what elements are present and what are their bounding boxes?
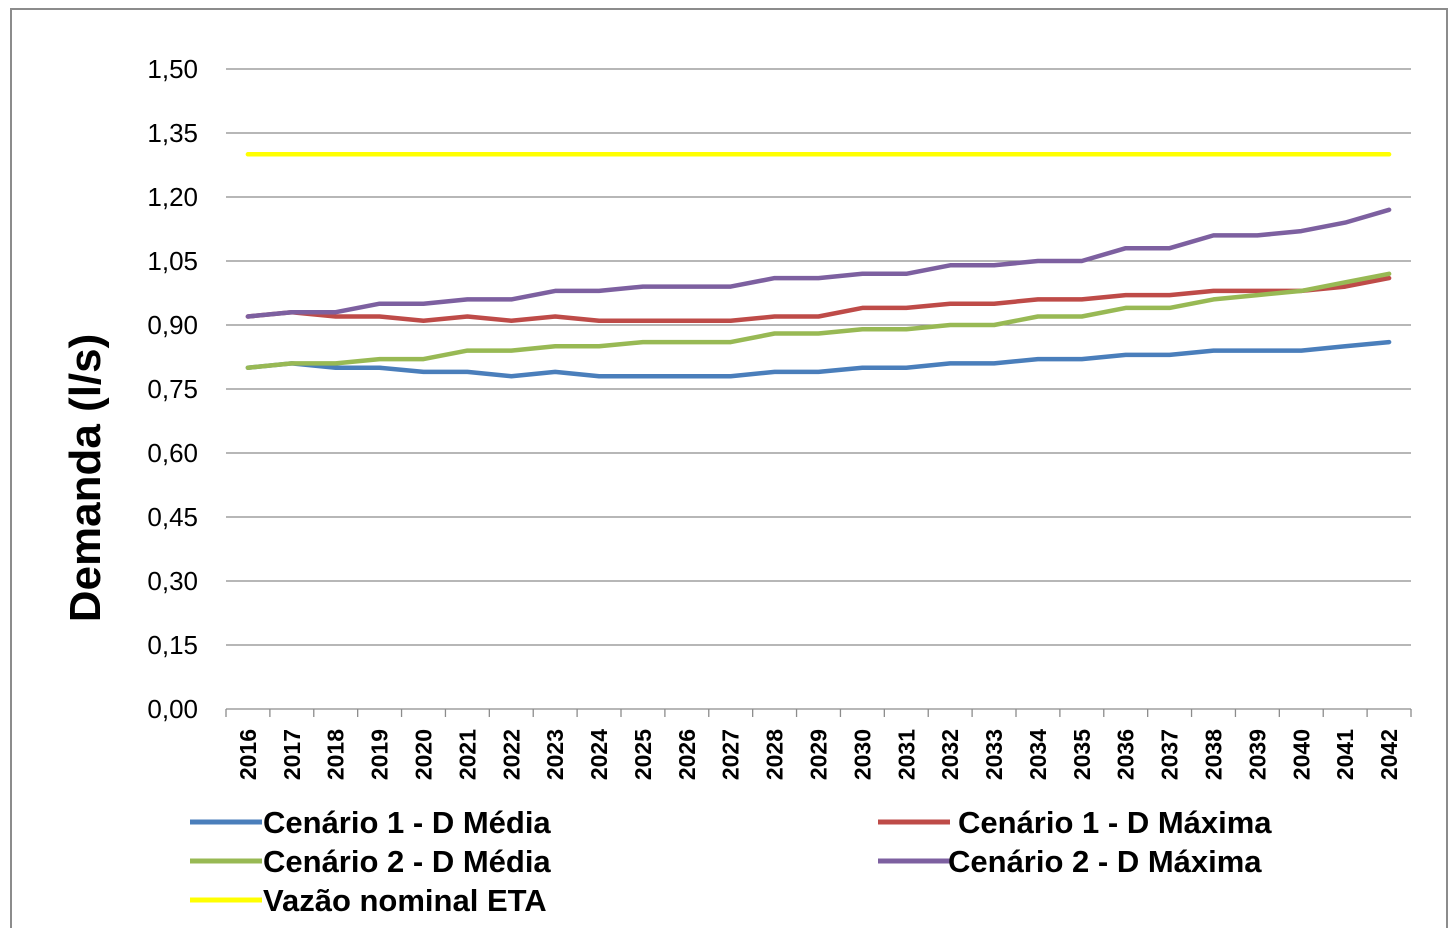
x-tick-label: 2032 [937, 729, 963, 780]
x-tick-label: 2040 [1288, 729, 1314, 780]
x-tick-label: 2016 [235, 729, 261, 780]
series-line-1 [245, 339, 1392, 379]
y-tick-label: 0,00 [147, 694, 198, 724]
x-tick-label: 2018 [323, 729, 349, 780]
series-line-2 [245, 275, 1392, 323]
x-tick-label: 2038 [1201, 729, 1227, 780]
series-lines [245, 152, 1392, 379]
x-tick-label: 2017 [279, 729, 305, 780]
legend-label: Cenário 1 - D Máxima [958, 805, 1272, 840]
y-tick-label: 0,15 [147, 630, 198, 660]
x-tick-label: 2019 [367, 729, 393, 780]
x-tick-label: 2034 [1025, 729, 1051, 780]
y-tick-label: 0,90 [147, 310, 198, 340]
y-tick-label: 1,05 [147, 246, 198, 276]
x-tick-label: 2022 [498, 729, 524, 780]
y-tick-label: 0,60 [147, 438, 198, 468]
x-tick-label: 2028 [762, 729, 788, 780]
y-tick-label: 1,50 [147, 54, 198, 84]
x-tick-label: 2023 [542, 729, 568, 780]
y-axis-ticks: 0,00 0,15 0,30 0,45 0,60 0,75 0,90 1,05 1,20 1,35… [147, 54, 198, 724]
chart-frame [10, 8, 1448, 928]
x-tick-label: 2029 [806, 729, 832, 780]
legend-label: Cenário 2 - D Média [263, 844, 551, 879]
x-tick-label: 2027 [718, 729, 744, 780]
x-tick-label: 2026 [674, 729, 700, 780]
y-tick-label: 1,35 [147, 118, 198, 148]
x-tick-label: 2039 [1244, 729, 1270, 780]
x-axis-ticks: 2016 2017 2018 2019 2020 2021 2022 2023 2024 2025… [225, 709, 1412, 780]
x-tick-label: 2024 [586, 729, 612, 780]
y-tick-label: 0,75 [147, 374, 198, 404]
legend: Cenário 1 - D Média Cenário 1 - D Máxima C… [190, 805, 1272, 918]
gridlines [226, 68, 1411, 710]
y-tick-label: 0,30 [147, 566, 198, 596]
x-tick-label: 2030 [849, 729, 875, 780]
legend-label: Cenário 2 - D Máxima [948, 844, 1262, 879]
x-tick-label: 2042 [1376, 729, 1402, 780]
series-line-4 [245, 207, 1392, 319]
x-tick-label: 2033 [981, 729, 1007, 780]
x-tick-label: 2041 [1332, 729, 1358, 780]
x-tick-label: 2031 [893, 729, 919, 780]
legend-label: Vazão nominal ETA [263, 883, 547, 918]
legend-label: Cenário 1 - D Média [263, 805, 551, 840]
x-tick-label: 2020 [411, 729, 437, 780]
y-tick-label: 0,45 [147, 502, 198, 532]
y-tick-label: 1,20 [147, 182, 198, 212]
x-tick-label: 2021 [454, 729, 480, 780]
x-tick-label: 2035 [1069, 729, 1095, 780]
series-line-3 [245, 271, 1392, 370]
y-axis-label: Demanda (l/s) [61, 334, 110, 623]
x-tick-label: 2025 [630, 729, 656, 780]
x-tick-label: 2037 [1157, 729, 1183, 780]
x-tick-label: 2036 [1113, 729, 1139, 780]
